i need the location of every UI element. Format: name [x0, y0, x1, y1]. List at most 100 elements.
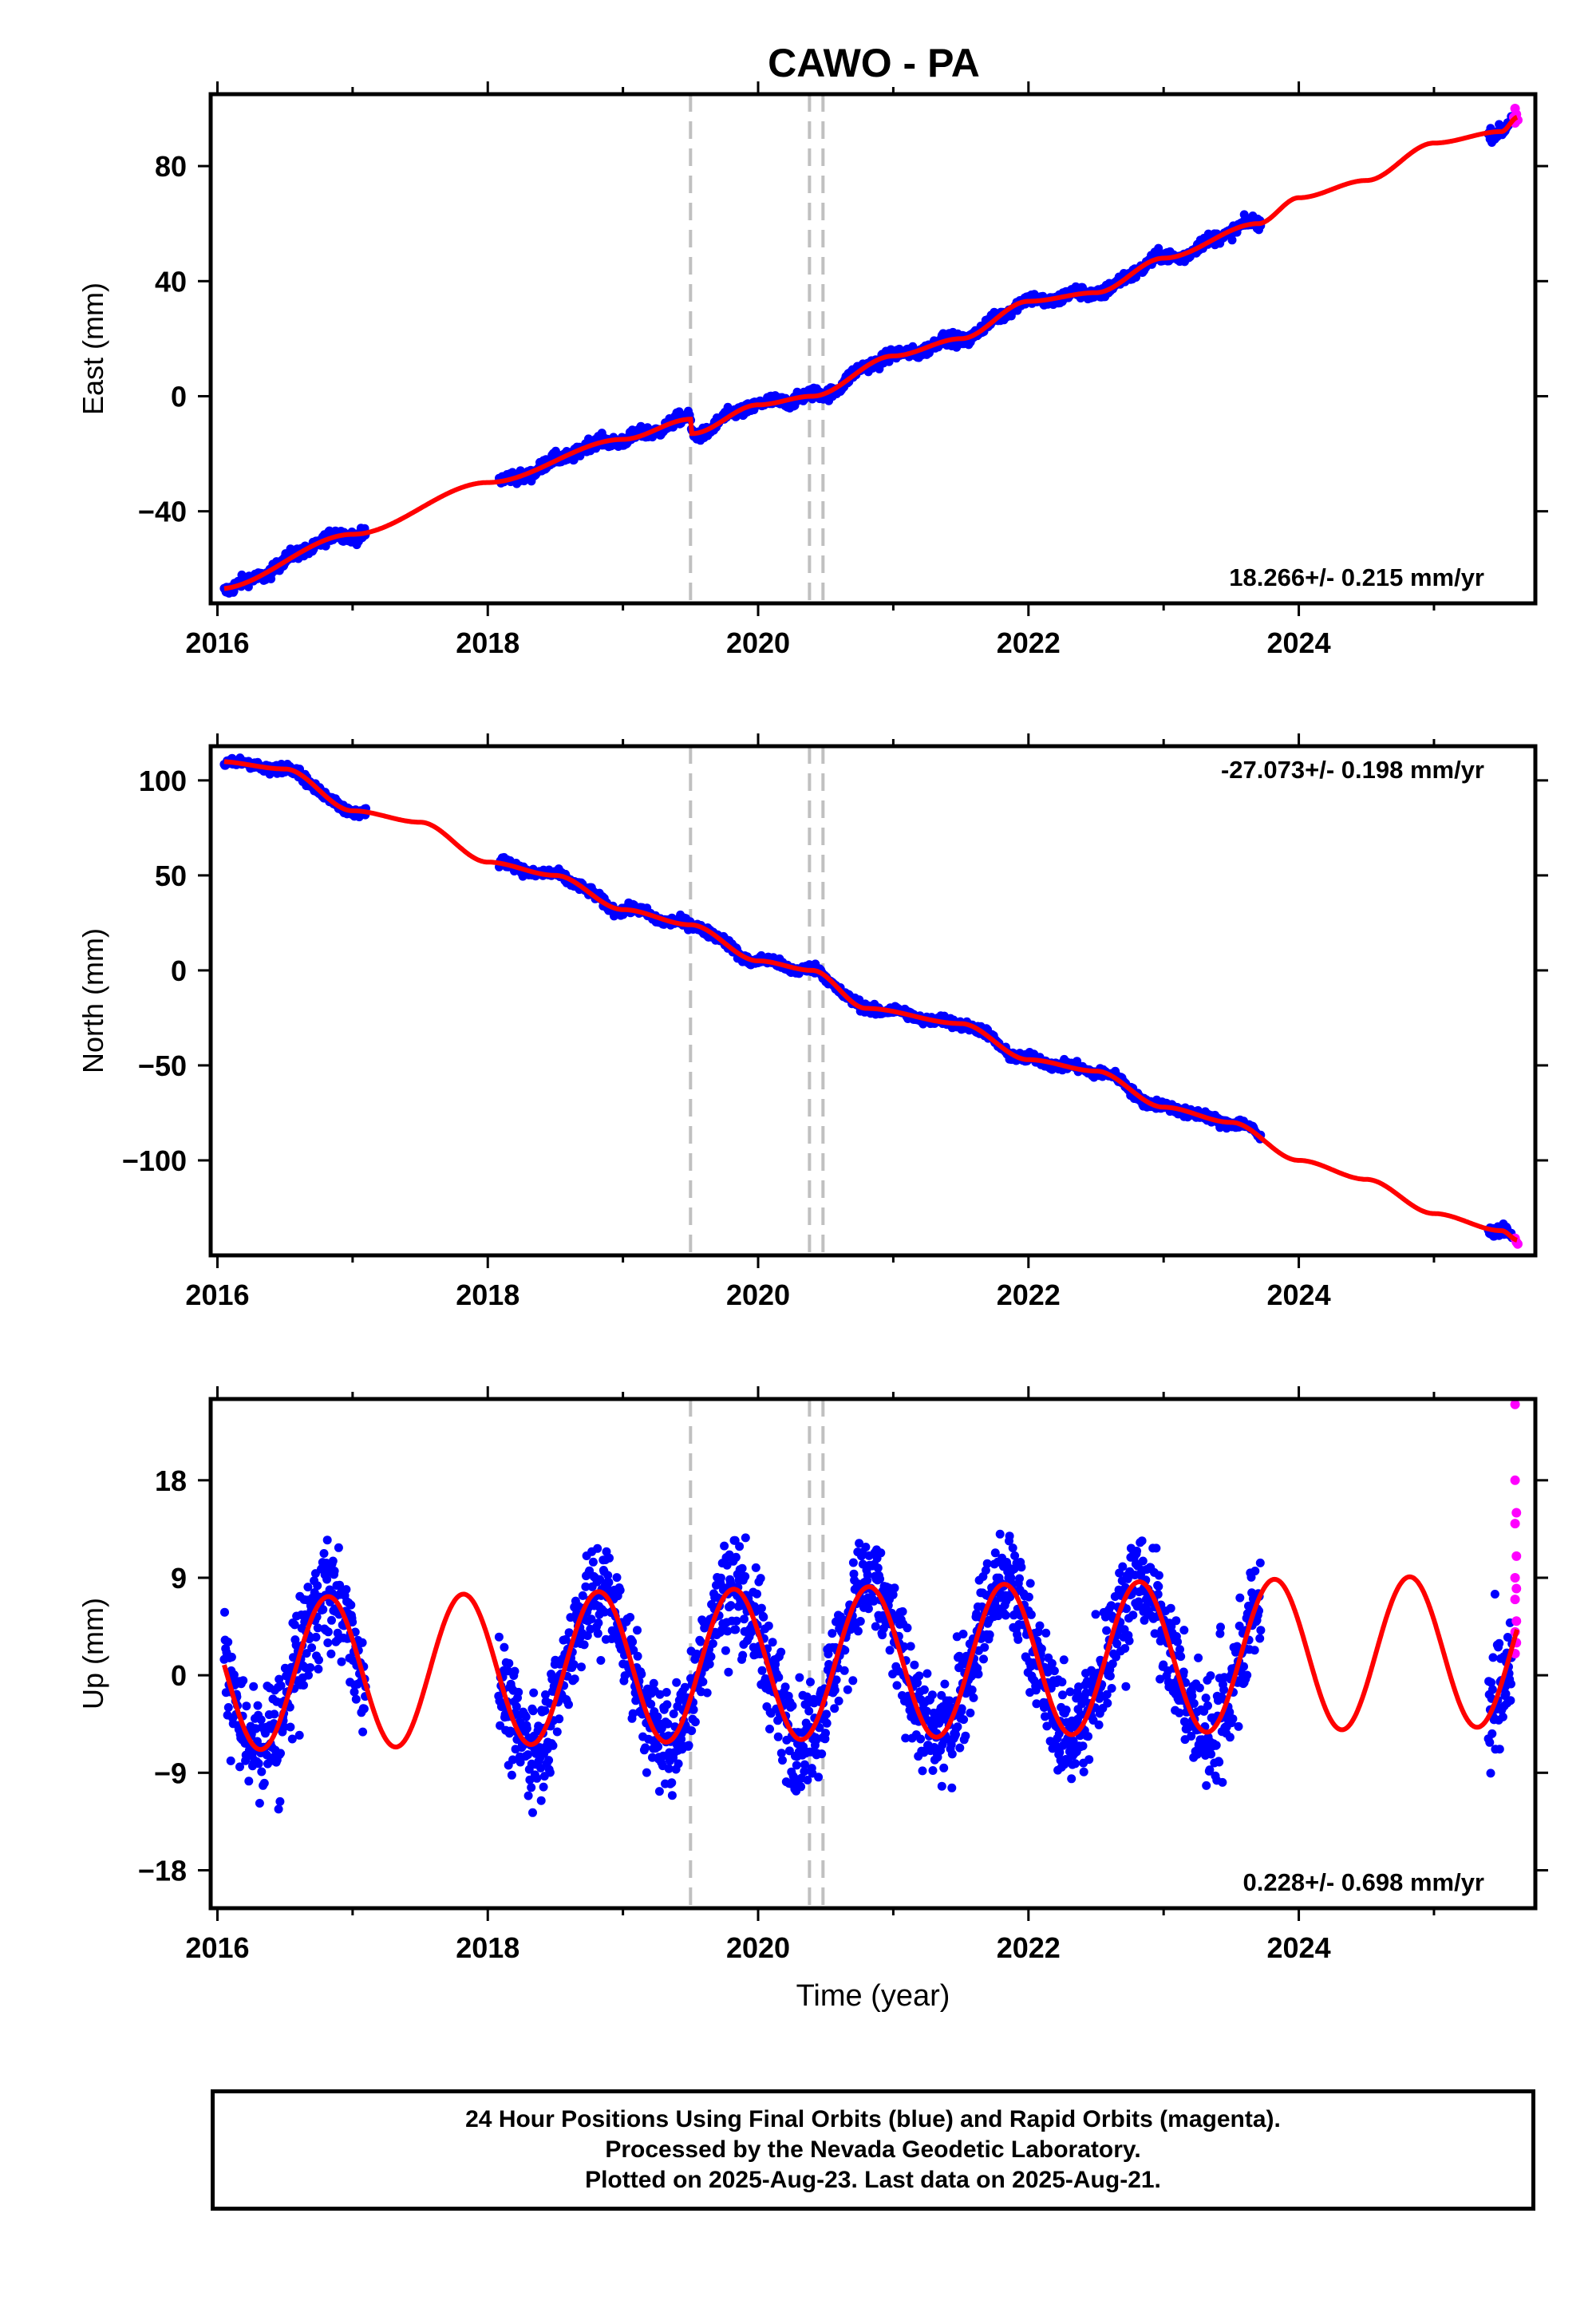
- data-point: [628, 1637, 638, 1646]
- data-point: [1219, 1685, 1229, 1694]
- data-point: [1015, 1574, 1024, 1583]
- data-point: [220, 1607, 229, 1617]
- data-point: [927, 1690, 937, 1700]
- y-axis-label: North (mm): [77, 928, 109, 1073]
- final-orbit-points: [219, 753, 1523, 1249]
- data-point: [1216, 1622, 1225, 1632]
- data-point: [690, 1717, 700, 1727]
- data-point: [788, 1701, 797, 1710]
- data-point: [947, 1783, 957, 1792]
- data-point: [834, 1696, 843, 1705]
- data-point: [892, 1681, 902, 1690]
- data-point: [294, 1730, 304, 1740]
- data-point: [259, 1778, 269, 1788]
- data-point: [724, 1667, 733, 1677]
- data-point: [804, 1706, 814, 1716]
- data-point: [314, 1664, 323, 1674]
- data-point: [967, 1686, 977, 1694]
- data-point: [564, 1700, 573, 1709]
- data-point: [274, 1804, 283, 1814]
- y-tick-label: 50: [155, 860, 187, 892]
- data-point: [947, 1749, 957, 1759]
- data-point: [527, 1783, 536, 1792]
- data-point: [579, 1640, 589, 1650]
- data-point: [346, 1600, 356, 1610]
- data-point: [980, 1642, 990, 1652]
- data-point: [795, 1673, 804, 1682]
- data-point: [604, 1578, 614, 1587]
- data-point: [928, 1766, 938, 1775]
- x-tick-label: 2016: [185, 1279, 249, 1311]
- data-point: [937, 1781, 946, 1791]
- final-orbit-points: [219, 1399, 1522, 1817]
- data-point: [227, 1652, 236, 1662]
- data-point: [861, 1543, 871, 1551]
- data-point: [507, 1770, 516, 1780]
- data-point: [1005, 1531, 1014, 1541]
- y-axis-label: East (mm): [77, 283, 109, 415]
- y-tick-label: −50: [138, 1049, 187, 1082]
- data-point: [721, 1646, 730, 1655]
- y-tick-label: 80: [155, 150, 187, 183]
- data-point: [753, 1589, 761, 1599]
- data-point: [662, 1688, 671, 1697]
- data-point: [548, 1741, 558, 1750]
- data-point: [359, 1704, 369, 1713]
- data-point: [759, 1612, 768, 1622]
- y-tick-label: 0: [171, 954, 187, 987]
- data-point: [757, 1603, 766, 1613]
- data-point: [830, 1686, 839, 1695]
- data-point: [255, 1799, 264, 1808]
- data-point: [873, 1563, 883, 1573]
- data-point: [773, 1732, 783, 1741]
- data-point: [922, 1669, 932, 1678]
- data-point: [226, 1756, 235, 1765]
- data-point: [1215, 1757, 1224, 1767]
- data-point: [876, 1548, 886, 1558]
- final-orbit-points: [219, 104, 1523, 598]
- data-point: [738, 1650, 748, 1660]
- model-curve: [223, 759, 1518, 1243]
- data-point: [1166, 1603, 1175, 1613]
- data-point: [1202, 1780, 1211, 1790]
- data-point: [641, 1743, 650, 1753]
- data-point: [985, 1630, 994, 1639]
- data-point: [326, 1649, 336, 1658]
- data-point: [974, 1670, 983, 1679]
- plot-frame: [208, 92, 1538, 606]
- data-point: [351, 1694, 361, 1704]
- data-point: [674, 1759, 683, 1769]
- data-point: [596, 1656, 606, 1665]
- data-point: [605, 1553, 614, 1563]
- data-point: [594, 1618, 603, 1627]
- data-point: [662, 1700, 672, 1709]
- data-point: [306, 1663, 315, 1672]
- x-tick-label: 2018: [456, 626, 519, 659]
- data-point: [1058, 1690, 1067, 1700]
- data-point: [570, 1674, 579, 1684]
- data-point: [500, 1642, 509, 1652]
- data-point: [1203, 1701, 1212, 1710]
- data-point: [706, 1652, 716, 1662]
- x-tick-label: 2020: [726, 1279, 790, 1311]
- data-point: [1173, 1637, 1182, 1646]
- data-point: [684, 1741, 693, 1750]
- data-point: [1067, 1774, 1077, 1784]
- y-tick-label: −40: [138, 496, 187, 528]
- data-point: [776, 1647, 786, 1657]
- data-point: [906, 1642, 915, 1651]
- data-point: [953, 1722, 962, 1732]
- data-point: [698, 1677, 708, 1686]
- data-point: [1187, 1691, 1197, 1701]
- data-point: [853, 1626, 863, 1636]
- data-point: [633, 1651, 642, 1661]
- data-point: [1121, 1682, 1131, 1691]
- data-point: [1061, 1705, 1071, 1715]
- data-point: [239, 1676, 248, 1686]
- data-point: [919, 1685, 929, 1694]
- data-point: [545, 1768, 555, 1777]
- data-point: [959, 1715, 969, 1725]
- data-point: [735, 1542, 745, 1551]
